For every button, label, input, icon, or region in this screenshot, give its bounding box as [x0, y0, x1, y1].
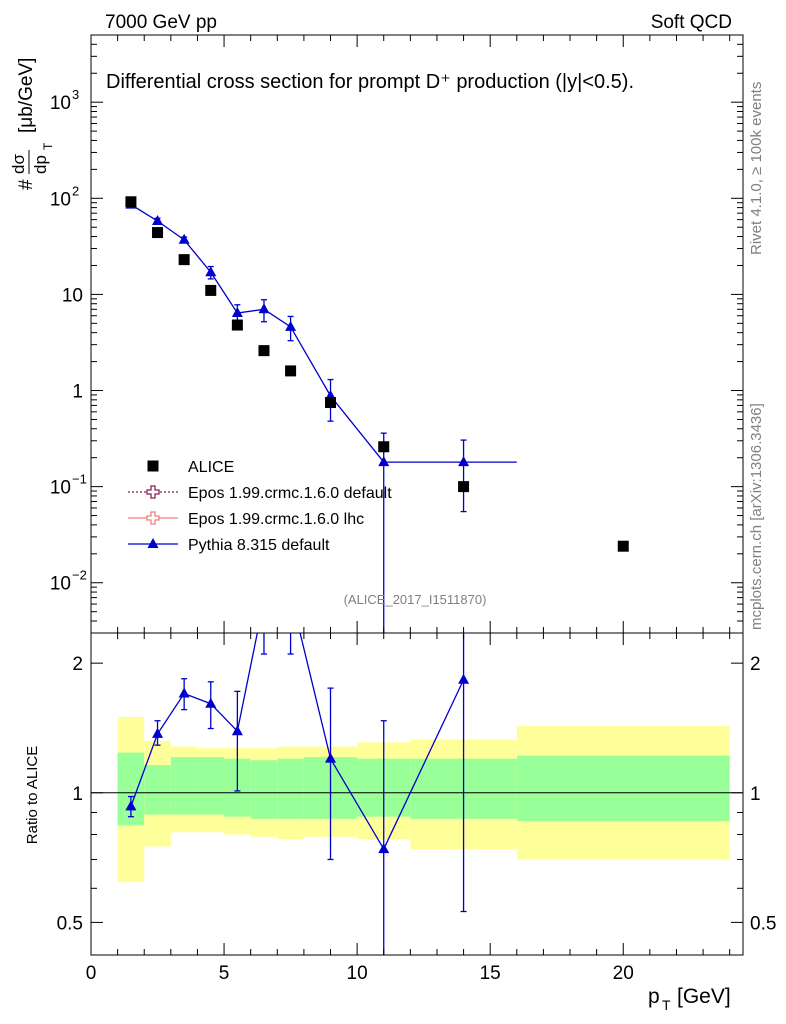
legend-marker-pythia: [147, 538, 159, 548]
ratio-pythia-point: [458, 673, 470, 684]
x-tick-label: 20: [613, 963, 634, 984]
y-tick-label-exponent: −1: [72, 472, 87, 487]
ratio-pythia-point: [125, 800, 137, 811]
pythia-point: [285, 320, 297, 331]
ratio-axis-title: Ratio to ALICE: [24, 746, 41, 844]
y-tick-label: 10: [50, 574, 71, 595]
header-right-label: Soft QCD: [651, 12, 732, 33]
ratio-y-tick-label-right: 0.5: [750, 913, 776, 934]
legend: ALICE Epos 1.99.crmc.1.6.0 default Epos 1.…: [128, 459, 392, 554]
alice-point: [205, 284, 217, 296]
alice-point: [617, 540, 629, 552]
ratio-pythia-point: [178, 687, 190, 698]
y-axis-title-prefix: #: [16, 179, 37, 190]
y-tick-label: 10: [50, 189, 71, 210]
x-axis-title: p T [GeV]: [648, 985, 731, 1013]
header-left-label: 7000 GeV pp: [105, 12, 217, 33]
y-tick-label: 1: [72, 382, 83, 403]
x-axis-title-unit: [GeV]: [677, 985, 731, 1008]
ratio-y-tick-label-right: 1: [750, 784, 761, 805]
y-axis-title-unit: [μb/GeV]: [16, 58, 37, 133]
y-tick-label: 10: [50, 478, 71, 499]
pythia-point: [205, 266, 217, 277]
x-axis-title-main: p: [648, 985, 660, 1008]
pythia-point: [152, 215, 164, 226]
rivet-label: Rivet 4.1.0, ≥ 100k events: [748, 82, 765, 255]
ratio-band-inner: [144, 765, 171, 815]
alice-point: [125, 196, 137, 208]
legend-label: Epos 1.99.crmc.1.6.0 lhc: [188, 511, 364, 528]
x-tick-label: 0: [86, 963, 97, 984]
x-tick-label: 10: [347, 963, 368, 984]
alice-point: [178, 254, 190, 266]
y-axis-title-numerator: dσ: [9, 154, 28, 174]
pythia-point: [178, 233, 190, 244]
ratio-y-tick-label: 2: [72, 654, 83, 675]
alice-point: [231, 319, 243, 331]
ratio-band-inner: [516, 755, 730, 821]
ratio-y-tick-label-right: 2: [750, 654, 761, 675]
ratio-band-inner: [197, 757, 225, 815]
y-tick-label-exponent: 3: [72, 87, 79, 102]
legend-label: Epos 1.99.crmc.1.6.0 default: [188, 485, 392, 502]
legend-marker-alice: [147, 460, 159, 472]
ratio-y-tick-label: 1: [72, 784, 83, 805]
alice-point: [458, 481, 470, 493]
ratio-pythia-point: [325, 752, 337, 763]
y-tick-label-exponent: −2: [72, 568, 87, 583]
ratio-y-tick-label: 0.5: [57, 913, 83, 934]
x-tick-label: 15: [480, 963, 501, 984]
legend-marker-epos: [146, 485, 160, 499]
ratio-series: [125, 633, 470, 955]
legend-label: Pythia 8.315 default: [188, 537, 330, 554]
y-tick-label: 10: [62, 285, 83, 306]
legend-marker-epos: [146, 511, 160, 525]
x-axis-title-sub: T: [662, 997, 671, 1013]
ratio-pythia-line: [130, 633, 465, 851]
main-plot-title: Differential cross section for prompt D⁺…: [106, 71, 634, 93]
alice-point: [258, 345, 270, 357]
ratio-pythia-point: [152, 727, 164, 738]
pythia-point: [378, 456, 390, 467]
alice-point: [285, 365, 297, 377]
ratio-pythia-point: [378, 843, 390, 854]
y-axis-title-denominator: dp: [31, 155, 50, 174]
alice-point: [378, 441, 390, 453]
ratio-band-inner: [170, 757, 198, 815]
x-tick-label: 5: [219, 963, 230, 984]
mcplots-label: mcplots.cern.ch [arXiv:1306.3436]: [748, 403, 765, 630]
analysis-id-label: (ALICE_2017_I1511870): [344, 592, 487, 607]
y-tick-label-exponent: 2: [72, 183, 79, 198]
pythia-point: [231, 307, 243, 318]
ratio-pythia-point: [205, 697, 217, 708]
ratio-plot-frame: [90, 632, 744, 956]
legend-label: ALICE: [188, 459, 234, 476]
ratio-plot-panel: 0 5 10 15 20 0.5 0.5 1 1 2 2: [57, 632, 776, 984]
ratio-band-inner: [250, 760, 278, 819]
ratio-pythia-point: [231, 725, 243, 736]
y-tick-label: 10: [50, 93, 71, 114]
pythia-point: [258, 303, 270, 314]
alice-point: [325, 397, 337, 409]
pythia-point: [458, 456, 470, 467]
alice-point: [152, 227, 164, 239]
ratio-band-inner: [277, 758, 304, 819]
y-axis-title: # dσ dp T [μb/GeV]: [9, 58, 55, 190]
y-axis-title-denominator-sub: T: [41, 142, 55, 150]
